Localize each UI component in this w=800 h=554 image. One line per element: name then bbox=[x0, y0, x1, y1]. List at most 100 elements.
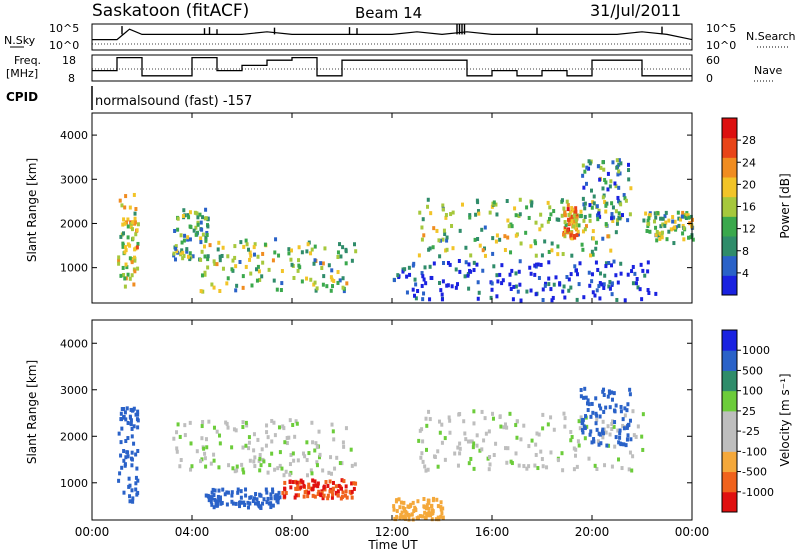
velocity-cell bbox=[266, 496, 270, 501]
velocity-cell bbox=[472, 466, 476, 471]
velocity-cell bbox=[433, 454, 437, 459]
power-cell bbox=[427, 247, 431, 252]
velocity-cell bbox=[392, 507, 396, 512]
velocity-cell bbox=[406, 504, 410, 509]
velocity-cell bbox=[270, 418, 274, 423]
power-cell bbox=[289, 257, 293, 262]
power-cell bbox=[560, 198, 564, 203]
power-cell bbox=[123, 205, 127, 210]
power-cell bbox=[204, 235, 208, 240]
velocity-cell bbox=[640, 434, 644, 439]
velocity-cell bbox=[422, 504, 426, 509]
power-cell bbox=[274, 237, 278, 242]
power-cell bbox=[612, 259, 616, 264]
velocity-cell bbox=[216, 499, 220, 504]
cpid-program: normalsound (fast) -157 bbox=[95, 94, 252, 109]
velocity-cell bbox=[276, 500, 280, 505]
power-cell bbox=[292, 275, 296, 280]
power-cell bbox=[587, 159, 591, 164]
velocity-cell bbox=[201, 420, 205, 425]
power-cell bbox=[122, 217, 126, 222]
velocity-cell bbox=[587, 402, 591, 407]
velocity-cell bbox=[427, 506, 431, 511]
velocity-cell bbox=[251, 499, 255, 504]
velocity-colorbar-block bbox=[722, 350, 737, 371]
power-cell bbox=[314, 288, 318, 293]
velocity-cell bbox=[296, 458, 300, 463]
velocity-cell bbox=[561, 468, 565, 473]
velocity-cell bbox=[252, 496, 256, 501]
power-cell bbox=[336, 255, 340, 260]
velocity-cell bbox=[241, 425, 245, 430]
power-cell bbox=[653, 211, 657, 216]
velocity-cell bbox=[312, 483, 316, 488]
velocity-cell bbox=[259, 493, 263, 498]
power-cell bbox=[414, 296, 418, 301]
velocity-cell bbox=[315, 445, 319, 450]
power-cell bbox=[614, 230, 618, 235]
power-cell bbox=[528, 265, 532, 270]
power-cell bbox=[599, 165, 603, 170]
power-cell bbox=[300, 250, 304, 255]
power-cell bbox=[604, 203, 608, 208]
power-cell bbox=[136, 241, 140, 246]
power-cell bbox=[250, 283, 254, 288]
velocity-colorbar-tick-label: 100 bbox=[742, 385, 763, 398]
power-cell bbox=[183, 233, 187, 238]
power-cell bbox=[117, 261, 121, 266]
power-cell bbox=[448, 262, 452, 267]
velocity-cell bbox=[424, 515, 428, 520]
power-cell bbox=[534, 264, 538, 269]
velocity-cell bbox=[395, 514, 399, 519]
power-cell bbox=[235, 283, 239, 288]
velocity-cell bbox=[225, 502, 229, 507]
power-cell bbox=[590, 279, 594, 284]
velocity-cell bbox=[338, 461, 342, 466]
velocity-cell bbox=[601, 435, 605, 440]
velocity-cell bbox=[175, 430, 179, 435]
velocity-cell bbox=[458, 412, 462, 417]
power-cell bbox=[135, 245, 139, 250]
velocity-cell bbox=[427, 409, 431, 414]
velocity-cell bbox=[126, 420, 130, 425]
power-cell bbox=[327, 263, 331, 268]
power-cell bbox=[581, 229, 585, 234]
power-cell bbox=[218, 288, 222, 293]
power-cell bbox=[659, 224, 663, 229]
velocity-cell bbox=[631, 454, 635, 459]
power-cell bbox=[610, 212, 614, 217]
power-cell bbox=[588, 203, 592, 208]
velocity-cell bbox=[255, 497, 259, 502]
velocity-cell bbox=[413, 505, 417, 510]
power-cell bbox=[587, 270, 591, 275]
velocity-cell bbox=[606, 394, 610, 399]
velocity-cell bbox=[424, 416, 428, 421]
velocity-cell bbox=[130, 426, 134, 431]
velocity-cell bbox=[313, 494, 317, 499]
power-colorbar-tick-label: 8 bbox=[742, 245, 749, 258]
velocity-cell bbox=[261, 501, 265, 506]
power-cell bbox=[558, 282, 562, 287]
velocity-cell bbox=[629, 437, 633, 442]
power-cell bbox=[577, 223, 581, 228]
power-cell bbox=[408, 272, 412, 277]
velocity-cell bbox=[122, 490, 126, 495]
power-cell bbox=[438, 238, 442, 243]
power-cell bbox=[206, 254, 210, 259]
velocity-cell bbox=[533, 463, 537, 468]
velocity-cell bbox=[236, 490, 240, 495]
velocity-cell bbox=[282, 473, 286, 478]
power-cell bbox=[255, 278, 259, 283]
velocity-cell bbox=[614, 403, 618, 408]
power-cell bbox=[655, 230, 659, 235]
velocity-cell bbox=[610, 422, 614, 427]
power-cell bbox=[300, 279, 304, 284]
power-colorbar-tick-label: 24 bbox=[742, 156, 756, 169]
power-cell bbox=[600, 282, 604, 287]
power-cell bbox=[546, 200, 550, 205]
velocity-cell bbox=[203, 456, 207, 461]
power-cell bbox=[134, 207, 138, 212]
velocity-cell bbox=[577, 443, 581, 448]
velocity-cell bbox=[122, 458, 126, 463]
velocity-cell bbox=[602, 387, 606, 392]
